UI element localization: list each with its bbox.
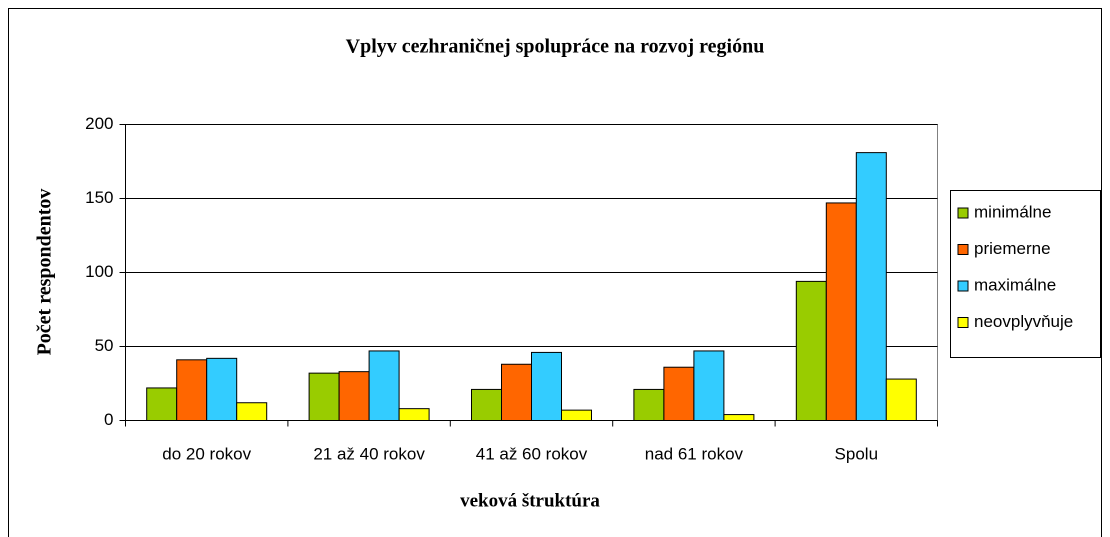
y-tick-label: 150 — [85, 188, 113, 207]
bar — [633, 388, 665, 422]
y-tick-label: 200 — [85, 114, 113, 133]
legend-label: maximálne — [974, 275, 1056, 294]
legend-swatch — [957, 207, 969, 219]
bar — [471, 388, 502, 422]
legend-label: minimálne — [974, 202, 1051, 221]
x-tick-label: nad 61 rokov — [645, 444, 744, 463]
y-axis-label: Počet respondentov — [34, 189, 56, 356]
bar — [885, 378, 917, 421]
bar — [338, 371, 370, 422]
chart-frame — [8, 8, 1102, 537]
bar — [825, 202, 857, 421]
bar — [308, 372, 340, 422]
bar — [561, 409, 592, 422]
bar — [693, 350, 725, 421]
x-tick-label: 41 až 60 rokov — [476, 444, 588, 463]
legend — [950, 190, 1101, 358]
x-tick-label: Spolu — [835, 444, 878, 463]
y-tick-label: 50 — [95, 336, 114, 355]
bar — [146, 387, 178, 422]
bar — [501, 363, 532, 422]
x-axis-label: veková štruktúra — [460, 490, 600, 511]
x-tick-label: do 20 rokov — [162, 444, 251, 463]
legend-swatch — [957, 280, 969, 292]
legend-swatch — [957, 317, 969, 328]
bar — [398, 408, 430, 422]
legend-label: priemerne — [974, 239, 1051, 258]
y-tick-label: 100 — [85, 262, 113, 281]
bar — [368, 350, 400, 421]
bar — [236, 402, 268, 421]
bar — [723, 414, 755, 421]
bar — [531, 351, 562, 422]
bar — [176, 359, 208, 422]
legend-label: neovplyvňuje — [974, 312, 1073, 331]
bar — [795, 280, 827, 421]
bar — [206, 357, 238, 421]
bar — [663, 366, 695, 421]
y-tick-label: 0 — [104, 410, 113, 429]
legend-swatch — [957, 244, 969, 255]
bar — [855, 152, 887, 421]
x-tick-label: 21 až 40 rokov — [313, 444, 425, 463]
chart-title: Vplyv cezhraničnej spolupráce na rozvoj … — [346, 36, 765, 58]
